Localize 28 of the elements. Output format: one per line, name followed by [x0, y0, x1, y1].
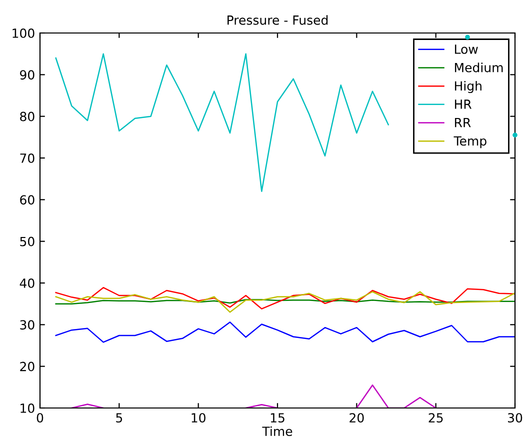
x-tick-label: 30 [508, 413, 522, 423]
y-tick-label: 30 [20, 320, 34, 330]
x-tick-label: 25 [428, 413, 443, 423]
legend-label: Low [454, 44, 478, 54]
line-series [55, 286, 515, 310]
chart-title: Pressure - Fused [228, 15, 328, 25]
x-tick-label: 15 [270, 413, 284, 423]
legend-label: Temp [454, 136, 486, 148]
x-tick-label: 0 [36, 413, 44, 423]
y-tick-label: 70 [20, 153, 34, 163]
y-tick-label: 60 [20, 195, 34, 205]
x-axis-title: Time [262, 426, 292, 436]
y-tick-label: 80 [20, 112, 34, 122]
line-series [55, 291, 515, 313]
legend-label: Medium [454, 62, 503, 72]
y-tick-label: 20 [20, 362, 34, 372]
x-tick-label: 5 [116, 413, 122, 423]
legend-label: High [454, 80, 482, 94]
y-tick-label: 40 [20, 278, 34, 288]
line-series [55, 322, 515, 343]
y-tick-label: 90 [20, 70, 34, 80]
legend-label: RR [454, 118, 471, 128]
x-tick-label: 20 [350, 413, 364, 423]
legend-label: HR [454, 100, 472, 109]
x-tick-label: 10 [192, 413, 206, 423]
y-tick-label: 50 [20, 236, 34, 246]
y-tick-label: 100 [12, 28, 34, 38]
y-tick-label: 10 [20, 403, 34, 413]
